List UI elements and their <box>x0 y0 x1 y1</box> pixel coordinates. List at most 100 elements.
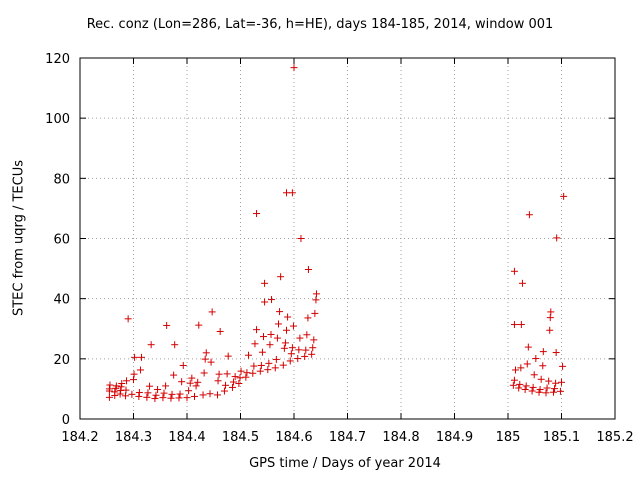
data-point <box>509 381 517 389</box>
data-point <box>558 378 565 386</box>
data-point <box>273 334 281 342</box>
y-tick-label: 20 <box>53 353 70 368</box>
data-point <box>283 326 291 334</box>
data-point <box>276 308 284 316</box>
data-point <box>312 296 320 304</box>
data-point <box>516 380 524 388</box>
data-point <box>286 357 294 365</box>
data-point <box>215 370 223 378</box>
data-point <box>188 374 196 382</box>
data-point <box>261 279 269 287</box>
data-point <box>302 346 310 354</box>
data-point <box>256 367 264 375</box>
data-point <box>128 390 136 398</box>
data-point <box>170 371 178 379</box>
data-point <box>206 390 214 398</box>
data-point <box>267 330 275 338</box>
data-point <box>175 394 183 402</box>
data-point <box>546 314 554 322</box>
data-point <box>284 313 292 321</box>
data-point <box>135 392 143 400</box>
data-point <box>530 371 538 379</box>
data-point <box>552 349 560 357</box>
data-point <box>511 366 519 374</box>
data-point <box>281 339 289 347</box>
data-point <box>228 383 236 391</box>
data-point <box>521 386 529 394</box>
data-point <box>517 321 525 329</box>
data-point <box>251 340 259 348</box>
data-point <box>539 348 547 356</box>
data-point <box>124 315 132 323</box>
data-point <box>536 386 544 394</box>
x-tick-label: 184.8 <box>382 430 419 445</box>
data-point <box>311 309 319 317</box>
y-tick-label: 60 <box>53 233 70 248</box>
data-point <box>310 336 318 344</box>
data-point <box>167 394 175 402</box>
y-tick-label: 120 <box>45 52 70 67</box>
data-point <box>151 395 159 403</box>
data-point <box>272 355 280 363</box>
data-point <box>112 382 120 390</box>
data-point <box>194 378 202 386</box>
data-point <box>195 321 203 329</box>
data-point <box>510 321 518 329</box>
data-point <box>287 350 295 358</box>
y-tick-label: 100 <box>45 112 70 127</box>
data-point <box>283 189 291 197</box>
data-point <box>222 381 230 389</box>
data-point <box>253 326 261 334</box>
data-point <box>192 382 200 390</box>
x-tick-label: 184.7 <box>329 430 366 445</box>
data-point <box>236 374 244 382</box>
data-point <box>279 361 287 369</box>
chart-title: Rec. conz (Lon=286, Lat=-36, h=HE), days… <box>86 17 554 32</box>
data-point <box>131 353 139 361</box>
data-point <box>295 346 303 354</box>
data-point <box>260 333 268 341</box>
data-point <box>144 389 152 397</box>
data-point <box>163 321 171 329</box>
data-point <box>143 393 151 401</box>
data-point <box>556 387 564 395</box>
data-point <box>257 361 265 369</box>
grid-lines <box>80 58 615 419</box>
data-point <box>214 377 222 385</box>
data-point <box>146 382 154 390</box>
data-point <box>207 358 215 366</box>
data-point <box>528 387 536 395</box>
data-point <box>308 350 316 358</box>
data-point <box>552 379 560 387</box>
y-tick-label: 0 <box>62 413 70 428</box>
data-point <box>542 389 550 397</box>
data-point <box>304 265 312 273</box>
data-point <box>510 267 518 275</box>
data-point <box>223 370 231 378</box>
data-point <box>243 369 251 377</box>
data-point <box>549 388 557 396</box>
data-point <box>159 394 167 402</box>
data-point <box>545 377 553 385</box>
data-point <box>162 382 170 390</box>
data-point <box>250 362 258 370</box>
data-point <box>537 375 545 383</box>
data-point <box>296 334 304 342</box>
data-point <box>553 234 561 242</box>
data-point <box>230 378 238 386</box>
data-point <box>280 344 288 352</box>
y-tick-label: 80 <box>53 172 70 187</box>
data-point <box>510 376 518 384</box>
axis-ticks: 184.2 184.3 184.4 184.5 184.6 184.7 184.8 184.9… <box>45 52 633 445</box>
y-axis-label: STEC from uqrg / TECUs <box>11 159 27 317</box>
x-tick-label: 185.2 <box>596 430 633 445</box>
data-point <box>249 369 257 377</box>
data-point <box>529 383 537 391</box>
data-point <box>559 362 567 370</box>
data-point <box>138 353 146 361</box>
data-point <box>123 377 131 385</box>
data-point <box>546 326 554 334</box>
data-point <box>237 367 245 375</box>
data-point <box>245 351 253 359</box>
